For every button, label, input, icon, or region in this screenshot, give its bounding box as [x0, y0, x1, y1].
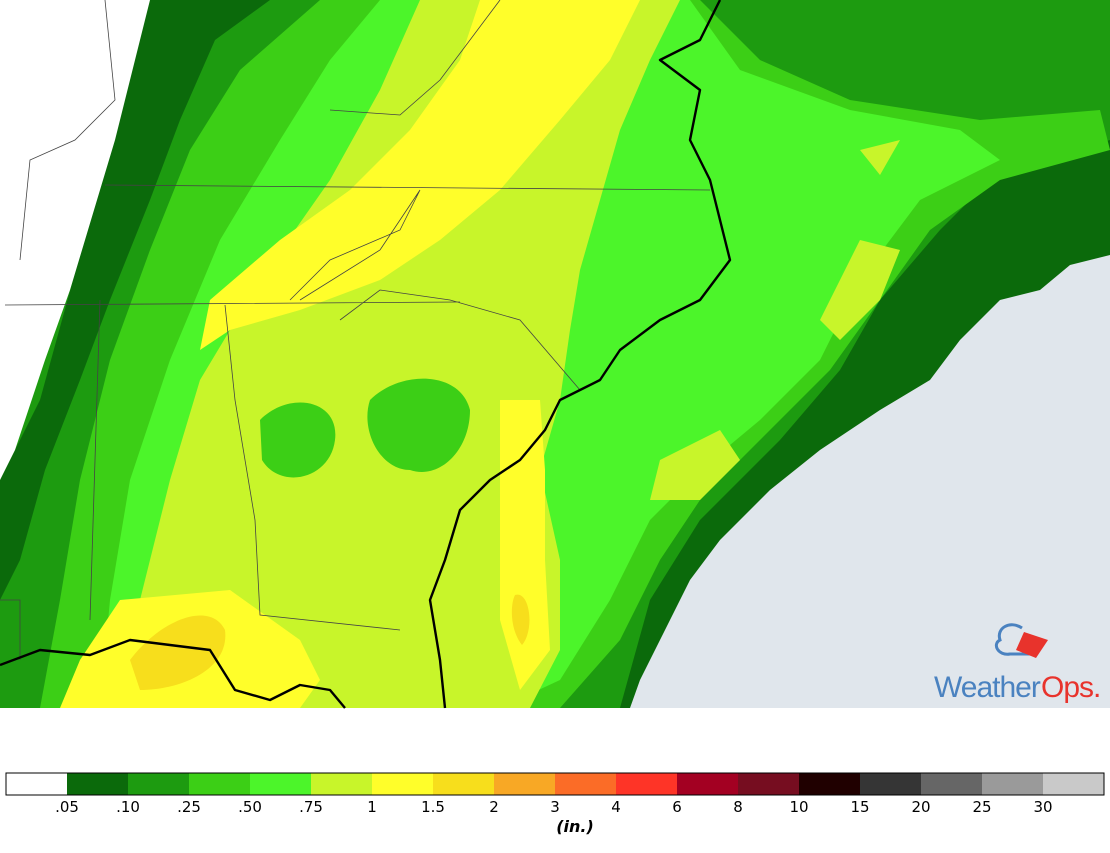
precip-area [650, 140, 900, 500]
coastline [428, 0, 732, 709]
legend-swatch [555, 773, 616, 795]
legend-swatch [1043, 773, 1104, 795]
legend-swatch [250, 773, 311, 795]
legend-swatch [921, 773, 982, 795]
precip-area [260, 378, 470, 478]
legend-swatch [372, 773, 433, 795]
legend-swatch [6, 773, 67, 795]
legend-label: 1 [367, 798, 377, 816]
legend-unit: (in.) [556, 817, 594, 836]
legend-label: 3 [550, 798, 560, 816]
legend-swatch [860, 773, 921, 795]
legend-swatch [616, 773, 677, 795]
legend-swatch [799, 773, 860, 795]
legend-label: 4 [611, 798, 621, 816]
legend-label: .75 [299, 798, 323, 816]
state-border [0, 0, 711, 660]
legend-swatch [311, 773, 372, 795]
legend-swatch [494, 773, 555, 795]
legend-swatch [738, 773, 799, 795]
legend-swatch [433, 773, 494, 795]
map: Weather Ops. [0, 0, 1110, 709]
logo-cloud [994, 623, 1032, 656]
logo-text: Ops. [1041, 671, 1100, 704]
logo-mark [1016, 632, 1048, 658]
legend-label: 30 [1033, 798, 1052, 816]
legend: (in.) .05 .10 .25 .50 .75 1 1.5 2 3 4 6 8 10 15 20 25 30 [5, 772, 1105, 836]
legend-swatch [128, 773, 189, 795]
legend-swatch [982, 773, 1043, 795]
legend-label: .10 [116, 798, 140, 816]
precip-area [0, 0, 270, 600]
legend-swatch [189, 773, 250, 795]
legend-label: 20 [911, 798, 930, 816]
legend-swatch [677, 773, 738, 795]
no-precip-area [0, 0, 150, 480]
legend-label: .50 [238, 798, 262, 816]
logo: Weather Ops. [934, 623, 1101, 704]
precip-area [200, 0, 640, 350]
legend-label: 1.5 [421, 798, 445, 816]
legend-label: .05 [55, 798, 79, 816]
legend-label: 25 [972, 798, 991, 816]
legend-label: 15 [850, 798, 869, 816]
legend-frame [5, 772, 1105, 796]
legend-label: .25 [177, 798, 201, 816]
legend-label: 6 [672, 798, 682, 816]
legend-label: 10 [789, 798, 808, 816]
legend-label: 2 [489, 798, 499, 816]
coastline [0, 638, 346, 709]
precip-area [130, 594, 530, 690]
legend-swatch [67, 773, 128, 795]
legend-label: 8 [733, 798, 743, 816]
logo-text: Weather [934, 671, 1041, 704]
ocean [630, 255, 1110, 708]
